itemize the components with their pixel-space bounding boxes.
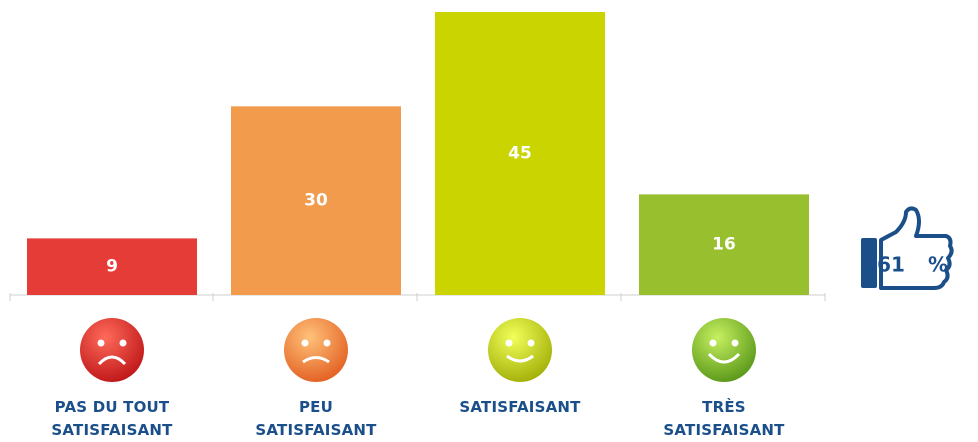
bar <box>27 238 197 295</box>
value-label: 45 <box>508 144 532 164</box>
face-sad <box>80 318 144 382</box>
face-happy <box>692 318 756 382</box>
value-label: 30 <box>304 191 328 211</box>
value-label: 16 <box>712 235 736 255</box>
bar <box>435 12 605 295</box>
category-label: SATISFAISANT <box>459 398 581 416</box>
category-label: TRÈS SATISFAISANT <box>663 398 785 439</box>
bar <box>639 194 809 295</box>
axis-ticks <box>9 293 826 301</box>
bar <box>231 106 401 295</box>
annotation-value: 61 <box>877 253 905 277</box>
face-unhappy <box>284 318 348 382</box>
thumbs-up-icon <box>861 206 954 290</box>
category-label: PEU SATISFAISANT <box>255 398 377 439</box>
face-smile <box>488 318 552 382</box>
value-label: 9 <box>106 257 118 277</box>
category-label: PAS DU TOUT SATISFAISANT <box>51 398 173 439</box>
annotation-unit: % <box>928 253 948 277</box>
